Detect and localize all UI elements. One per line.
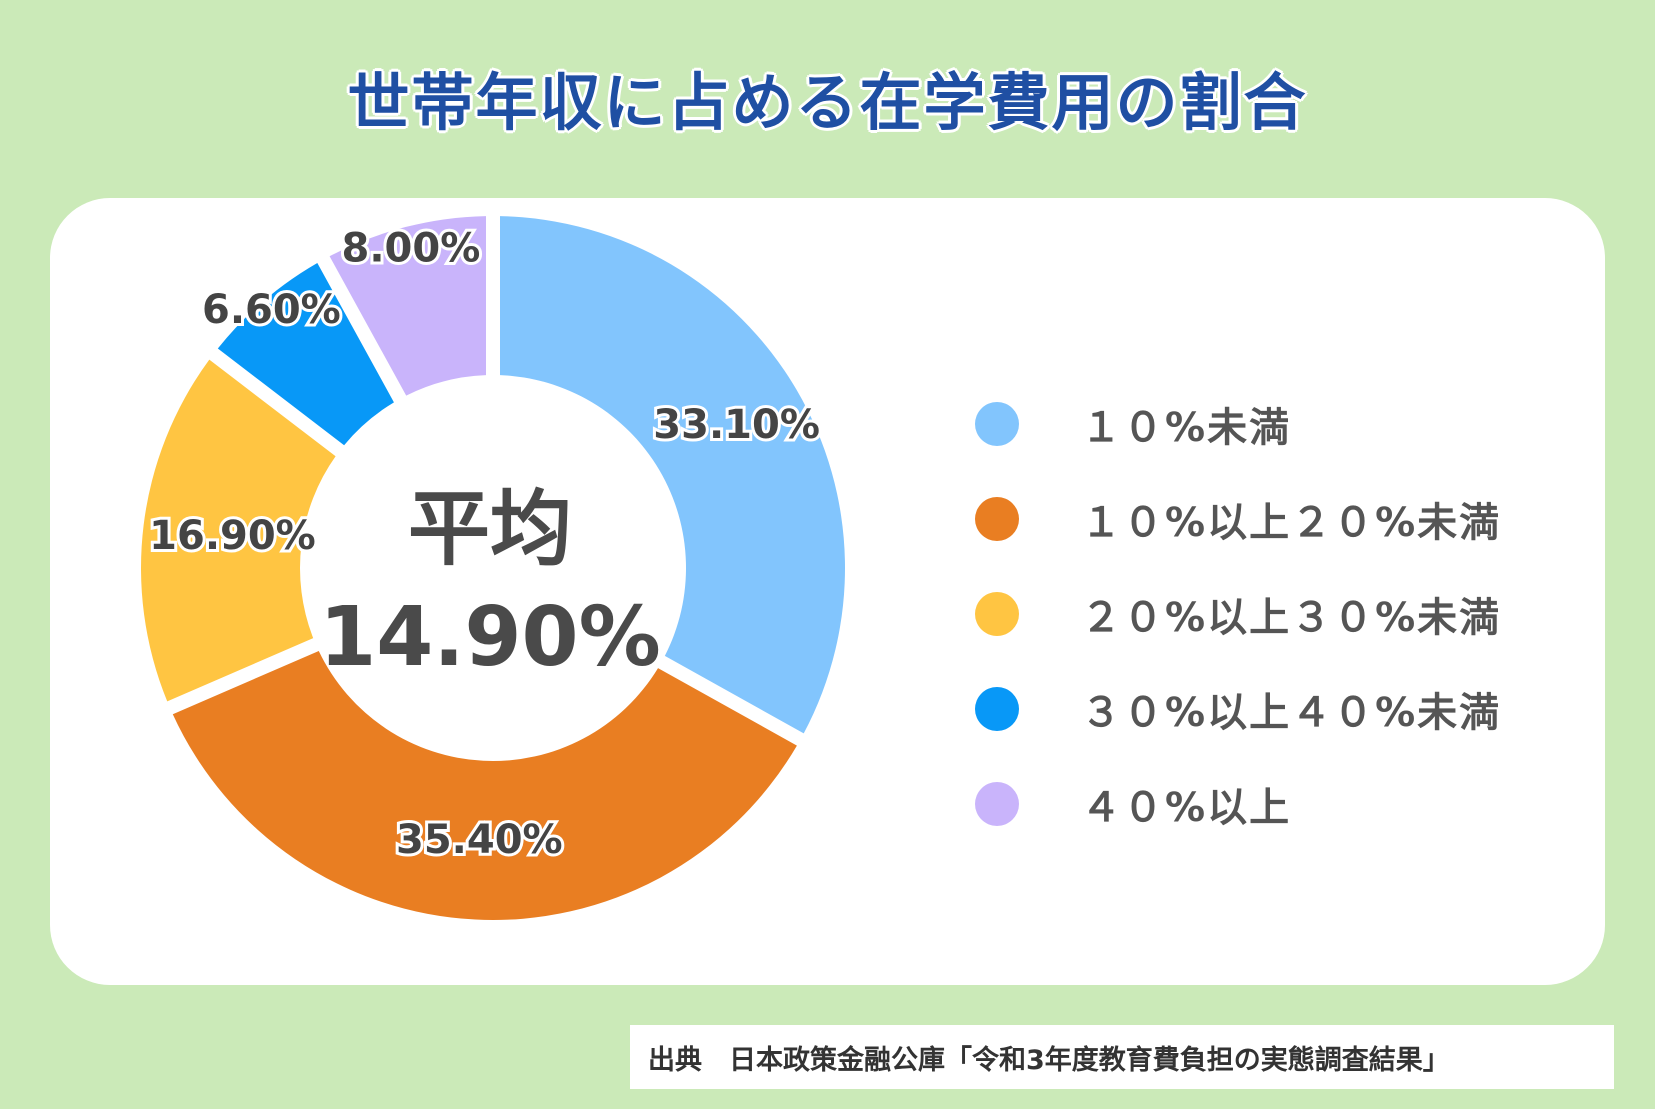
legend-swatch bbox=[975, 496, 1019, 541]
legend-item-3: ２０%以上３０%未満 bbox=[975, 566, 1501, 661]
legend-swatch bbox=[975, 591, 1019, 636]
donut-slice-1 bbox=[499, 216, 845, 734]
legend-label: １０%以上２０%未満 bbox=[1081, 499, 1502, 546]
legend-label: ４０%以上 bbox=[1081, 784, 1292, 831]
legend-item-1: １０%未満 bbox=[975, 376, 1501, 471]
donut-slice-2 bbox=[172, 651, 797, 920]
donut-slice-3 bbox=[141, 359, 336, 702]
legend-swatch bbox=[975, 781, 1019, 826]
legend: １０%未満 １０%以上２０%未満 ２０%以上３０%未満 ３０%以上４０%未満 ４… bbox=[975, 376, 1501, 851]
legend-swatch bbox=[975, 686, 1019, 731]
legend-label: ２０%以上３０%未満 bbox=[1081, 594, 1502, 641]
donut-slice-4 bbox=[217, 262, 394, 446]
legend-swatch bbox=[975, 401, 1019, 446]
slice-label-5: 8.00% bbox=[342, 225, 481, 271]
chart-title: 世帯年収に占める在学費用の割合 bbox=[347, 66, 1308, 139]
legend-item-5: ４０%以上 bbox=[975, 756, 1501, 851]
legend-item-4: ３０%以上４０%未満 bbox=[975, 661, 1501, 756]
average-value: 14.90% bbox=[319, 590, 661, 685]
average-label: 平均 bbox=[407, 482, 572, 577]
slice-label-4: 6.60% bbox=[202, 287, 341, 333]
legend-label: １０%未満 bbox=[1081, 404, 1292, 451]
legend-item-2: １０%以上２０%未満 bbox=[975, 471, 1501, 566]
legend-label: ３０%以上４０%未満 bbox=[1081, 689, 1502, 736]
average-box: 平均 14.90% bbox=[310, 480, 670, 688]
source-note: 出典 日本政策金融公庫「令和3年度教育費負担の実態調査結果」 bbox=[630, 1025, 1614, 1089]
slice-label-2: 35.40% bbox=[396, 817, 563, 863]
slice-label-3: 16.90% bbox=[149, 513, 316, 559]
slice-label-1: 33.10% bbox=[653, 402, 820, 448]
donut-slice-5 bbox=[329, 216, 487, 396]
